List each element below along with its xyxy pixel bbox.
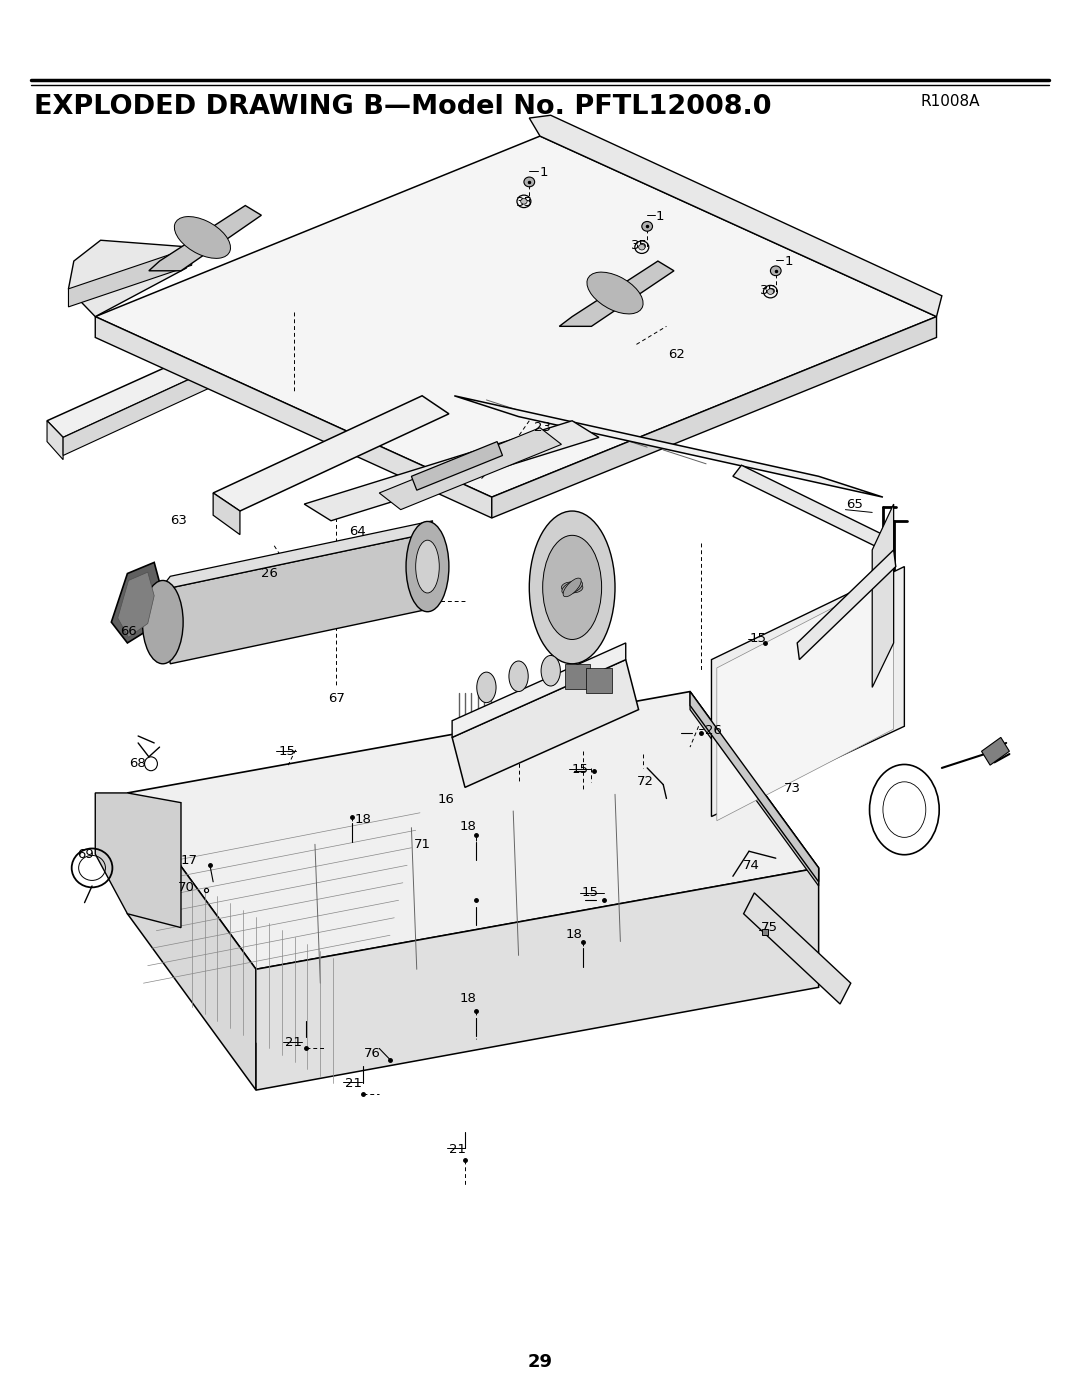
Text: 16: 16 — [437, 793, 454, 806]
Text: 68: 68 — [130, 757, 146, 770]
Text: 1: 1 — [784, 254, 793, 268]
Polygon shape — [149, 205, 261, 271]
Polygon shape — [717, 577, 893, 820]
Polygon shape — [48, 420, 63, 460]
Ellipse shape — [562, 581, 582, 594]
Text: 1: 1 — [656, 210, 664, 224]
Polygon shape — [95, 136, 936, 497]
Polygon shape — [305, 420, 599, 521]
Text: 18: 18 — [460, 820, 476, 833]
Ellipse shape — [586, 272, 643, 314]
Text: 26: 26 — [261, 567, 279, 580]
Text: 15: 15 — [750, 633, 767, 645]
Text: 18: 18 — [460, 992, 476, 1004]
Text: 65: 65 — [847, 497, 863, 510]
Text: 21: 21 — [285, 1037, 302, 1049]
Text: 35: 35 — [516, 196, 534, 210]
Text: 35: 35 — [759, 284, 777, 296]
Polygon shape — [455, 395, 883, 497]
Bar — [565, 664, 591, 689]
Text: 70: 70 — [178, 882, 194, 894]
Text: 29: 29 — [527, 1354, 553, 1372]
Text: 23: 23 — [534, 422, 551, 434]
Ellipse shape — [509, 661, 528, 692]
Text: 64: 64 — [349, 525, 366, 538]
Text: 69: 69 — [77, 848, 94, 861]
Polygon shape — [712, 567, 904, 816]
Polygon shape — [797, 550, 895, 659]
Polygon shape — [529, 116, 942, 317]
Ellipse shape — [529, 511, 615, 664]
Ellipse shape — [562, 583, 583, 592]
Text: 15: 15 — [571, 763, 589, 775]
Text: 18: 18 — [354, 813, 372, 826]
Polygon shape — [453, 643, 625, 738]
Polygon shape — [873, 504, 893, 687]
Ellipse shape — [406, 521, 449, 612]
Text: 71: 71 — [414, 838, 431, 851]
Polygon shape — [559, 261, 674, 327]
Polygon shape — [48, 310, 305, 437]
Text: 75: 75 — [760, 921, 778, 935]
Text: 67: 67 — [328, 692, 345, 705]
Text: 73: 73 — [784, 782, 801, 795]
Text: 21: 21 — [345, 1077, 362, 1090]
Bar — [586, 668, 611, 693]
Ellipse shape — [767, 289, 773, 295]
Text: 18: 18 — [566, 928, 582, 942]
Polygon shape — [690, 692, 819, 882]
Polygon shape — [160, 521, 433, 590]
Polygon shape — [690, 692, 819, 886]
Text: 63: 63 — [171, 514, 187, 527]
Ellipse shape — [476, 672, 496, 703]
Polygon shape — [127, 793, 256, 1090]
Ellipse shape — [143, 581, 184, 664]
Polygon shape — [379, 427, 562, 510]
Ellipse shape — [524, 177, 535, 187]
Text: 35: 35 — [631, 239, 648, 253]
Polygon shape — [213, 395, 449, 511]
Text: 66: 66 — [120, 626, 137, 638]
Polygon shape — [213, 493, 240, 535]
Polygon shape — [982, 738, 1010, 766]
Ellipse shape — [642, 222, 652, 232]
Text: 74: 74 — [743, 859, 759, 872]
Polygon shape — [127, 692, 819, 970]
Ellipse shape — [542, 535, 602, 640]
Ellipse shape — [638, 244, 645, 250]
Ellipse shape — [541, 655, 561, 686]
Ellipse shape — [563, 578, 581, 597]
Polygon shape — [453, 659, 638, 788]
Text: 17: 17 — [181, 855, 198, 868]
Polygon shape — [744, 893, 851, 1004]
Polygon shape — [491, 317, 936, 518]
Text: 76: 76 — [364, 1048, 381, 1060]
Text: 15: 15 — [582, 887, 598, 900]
Polygon shape — [411, 441, 502, 490]
Polygon shape — [95, 793, 181, 928]
Ellipse shape — [174, 217, 230, 258]
Ellipse shape — [770, 265, 781, 275]
Text: 72: 72 — [636, 775, 653, 788]
Polygon shape — [111, 563, 163, 643]
Text: 21: 21 — [449, 1143, 465, 1157]
Text: 15: 15 — [279, 745, 296, 757]
Ellipse shape — [521, 198, 527, 204]
Polygon shape — [118, 573, 154, 637]
Text: EXPLODED DRAWING B—Model No. PFTL12008.0: EXPLODED DRAWING B—Model No. PFTL12008.0 — [35, 94, 772, 120]
Text: 1: 1 — [540, 166, 549, 179]
Polygon shape — [256, 868, 819, 1090]
Text: 62: 62 — [669, 348, 686, 360]
Polygon shape — [95, 317, 491, 518]
Ellipse shape — [416, 541, 440, 592]
Polygon shape — [68, 240, 192, 317]
Polygon shape — [160, 535, 433, 664]
Text: R1008A: R1008A — [920, 94, 980, 109]
Polygon shape — [68, 247, 192, 307]
Polygon shape — [63, 327, 305, 455]
Polygon shape — [733, 465, 891, 550]
Text: 26: 26 — [705, 724, 721, 738]
